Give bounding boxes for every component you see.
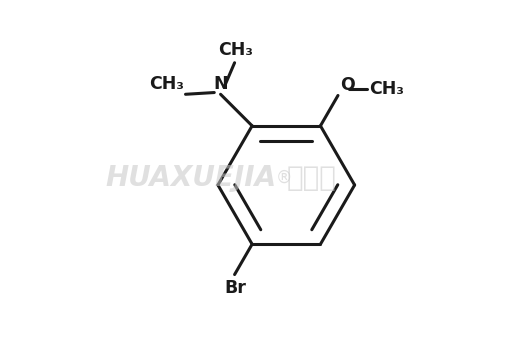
- Text: 化学加: 化学加: [287, 164, 336, 192]
- Text: N: N: [213, 74, 228, 93]
- Text: O: O: [340, 76, 355, 94]
- Text: ®: ®: [276, 169, 292, 187]
- Text: CH₃: CH₃: [218, 41, 253, 59]
- Text: CH₃: CH₃: [150, 74, 185, 93]
- Text: CH₃: CH₃: [369, 80, 404, 98]
- Text: Br: Br: [224, 279, 246, 297]
- Text: HUAXUEJIA: HUAXUEJIA: [106, 164, 277, 192]
